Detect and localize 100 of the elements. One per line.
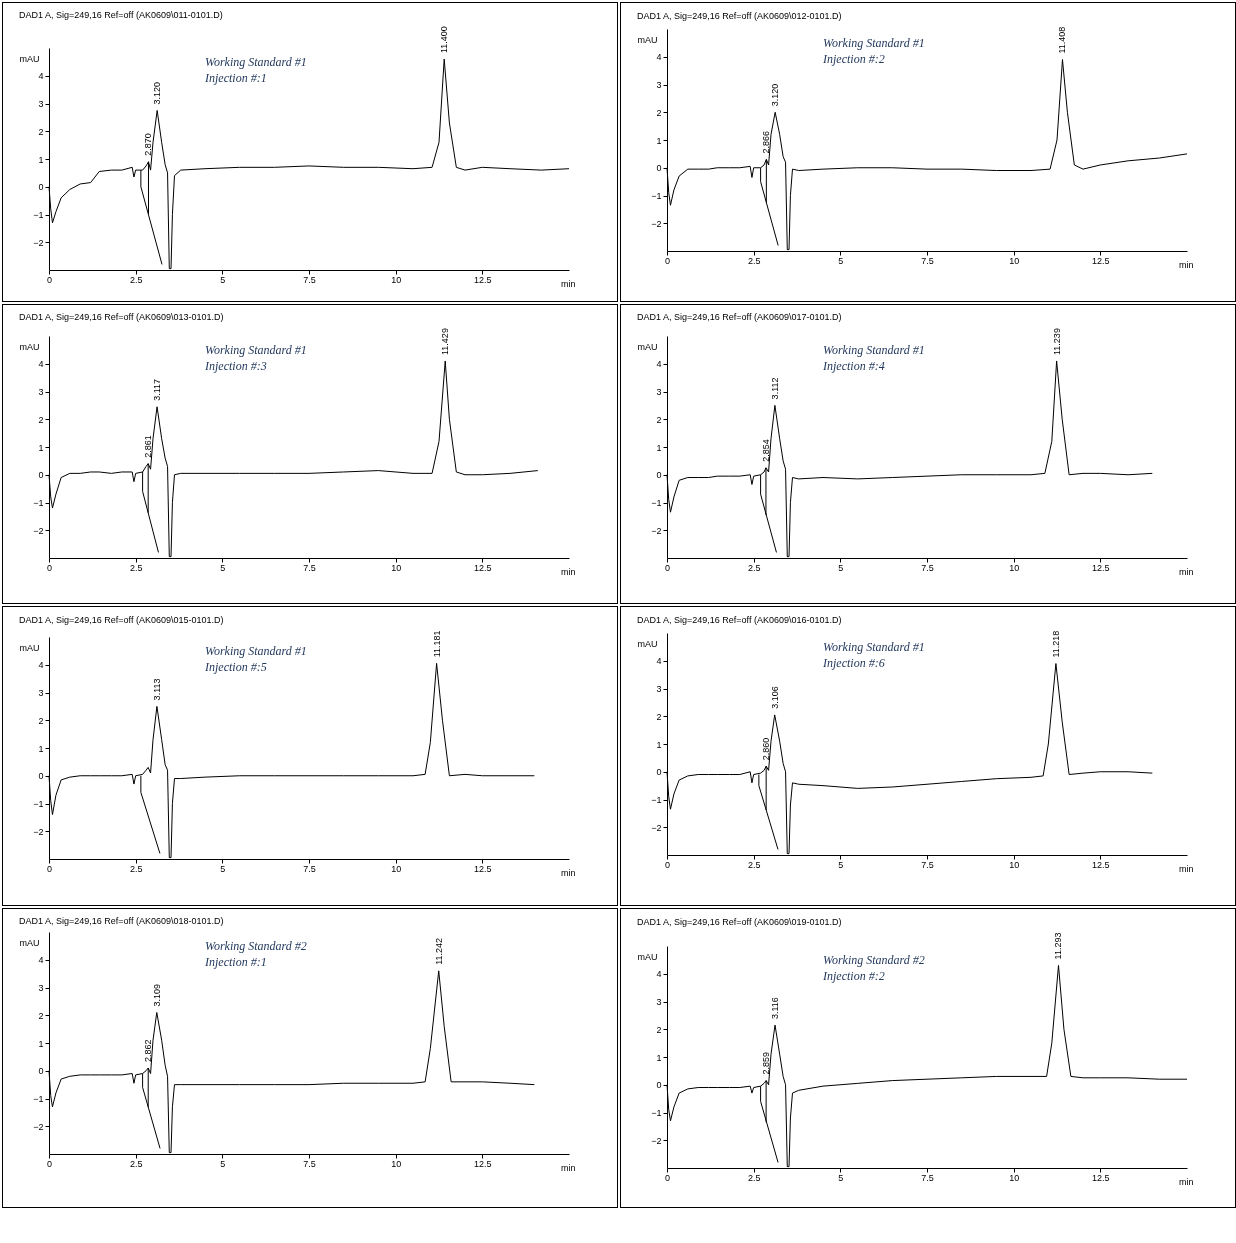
annotation: 3.109 [151,983,162,1007]
y-tick-label: 4 [656,969,662,980]
x-tick-label: 10 [391,562,402,573]
x-tick-label: 2.5 [747,859,761,870]
x-tick-label: 0 [46,1158,53,1169]
y-axis-title: mAU [19,937,40,948]
y-tick-label: 0 [38,182,44,193]
annotation: Injection #:1 [204,71,267,85]
annotation: 2.854 [760,439,771,462]
x-tick-label: 5 [220,863,226,874]
x-tick-label: 7.5 [921,255,934,266]
chart-title: DAD1 A, Sig=249,16 Ref=off (AK0609\013-0101.D) [19,312,224,323]
x-tick-label: 10 [1009,859,1020,870]
annotation: Injection #:6 [822,656,885,670]
y-tick-label: 0 [38,470,44,481]
y-tick-label: −1 [651,795,662,805]
x-tick-label: 2.5 [129,863,143,874]
annotation: Injection #:2 [822,969,885,983]
x-tick-label: 12.5 [1092,562,1110,573]
chart-title: DAD1 A, Sig=249,16 Ref=off (AK0609\016-0101.D) [637,614,842,625]
x-tick-label: 5 [838,859,844,870]
y-tick-label: 2 [656,414,662,425]
annotation: 3.116 [770,997,781,1020]
annotation: Working Standard #2 [823,953,925,967]
y-tick-label: 1 [656,739,662,750]
annotation: 2.866 [761,130,772,154]
x-axis-title: min [1178,259,1194,270]
annotation: 11.181 [431,630,442,658]
x-axis-title: min [1178,1176,1194,1187]
y-tick-label: 4 [656,656,662,667]
y-tick-label: 4 [38,660,44,671]
y-tick-label: 1 [38,743,44,754]
x-tick-label: 5 [838,562,844,573]
y-tick-label: 1 [38,1038,44,1049]
x-tick-label: 7.5 [303,863,316,874]
y-tick-label: 0 [656,1080,662,1091]
x-tick-label: 10 [391,274,402,285]
y-tick-label: 0 [656,767,662,778]
chart-title: DAD1 A, Sig=249,16 Ref=off (AK0609\011-0101.D) [19,10,223,21]
y-tick-label: −2 [33,826,44,837]
x-tick-label: 12.5 [474,1158,492,1169]
annotation: 11.400 [439,26,450,54]
annotation: 2.859 [761,1052,772,1075]
y-tick-label: 0 [656,163,662,174]
y-tick-label: 0 [656,470,662,481]
y-tick-label: −1 [651,191,662,201]
x-tick-label: 5 [838,1172,844,1183]
x-axis-title: min [560,1162,576,1173]
y-tick-label: −1 [33,799,44,809]
chart-title: DAD1 A, Sig=249,16 Ref=off (AK0609\019-0101.D) [637,916,842,927]
annotation: 3.117 [152,378,163,401]
annotation: Injection #:5 [204,660,267,674]
x-tick-label: 12.5 [474,274,492,285]
x-tick-label: 12.5 [474,562,492,573]
x-tick-label: 7.5 [303,562,316,573]
x-tick-label: 10 [391,863,402,874]
y-tick-label: 2 [656,107,662,118]
x-tick-label: 7.5 [303,274,316,285]
annotation: 11.293 [1053,932,1064,960]
x-tick-label: 0 [664,255,671,266]
y-tick-label: 4 [38,955,44,966]
x-tick-label: 2.5 [129,274,143,285]
chart-title: DAD1 A, Sig=249,16 Ref=off (AK0609\017-0101.D) [637,312,842,323]
x-tick-label: 7.5 [921,859,934,870]
y-tick-label: 2 [38,715,44,726]
y-tick-label: 2 [38,414,44,425]
annotation: Working Standard #1 [823,343,925,357]
y-tick-label: 2 [656,711,662,722]
x-axis-title: min [1178,566,1194,577]
y-tick-label: −1 [651,498,662,508]
x-tick-label: 2.5 [129,1158,143,1169]
x-axis-title: min [1178,863,1194,874]
y-tick-label: 2 [656,1024,662,1035]
x-tick-label: 5 [220,274,226,285]
y-tick-label: 3 [656,80,662,90]
annotation: Working Standard #1 [205,343,307,357]
y-tick-label: 4 [38,359,44,370]
annotation: Working Standard #1 [823,36,925,50]
x-tick-label: 10 [391,1158,402,1169]
y-tick-label: 3 [38,387,44,397]
x-tick-label: 0 [46,863,53,874]
y-axis-title: mAU [19,53,40,64]
y-tick-label: 3 [656,684,662,694]
x-tick-label: 2.5 [747,1172,761,1183]
x-axis-title: min [560,867,576,878]
y-tick-label: 3 [656,997,662,1007]
annotation: Injection #:4 [822,359,885,373]
y-tick-label: 1 [38,154,44,165]
x-axis-title: min [560,566,576,577]
y-tick-label: 4 [656,52,662,63]
x-tick-label: 5 [220,562,226,573]
x-tick-label: 0 [46,562,53,573]
annotation: 2.861 [143,435,154,458]
y-axis-title: mAU [637,638,658,649]
y-tick-label: 3 [38,688,44,698]
annotation: 11.239 [1051,328,1062,355]
x-tick-label: 2.5 [747,255,761,266]
x-tick-label: 0 [46,274,53,285]
annotation: 11.218 [1050,630,1061,658]
y-tick-label: −2 [651,218,662,229]
